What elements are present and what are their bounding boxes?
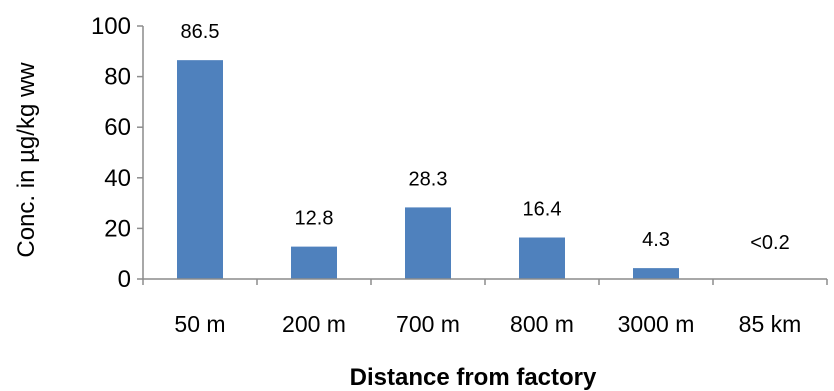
x-category-label: 200 m	[282, 311, 346, 337]
data-label: 12.8	[295, 208, 334, 230]
data-label: 16.4	[523, 199, 562, 221]
data-labels-group: 86.5 12.8 28.3 16.4 4.3 <0.2	[181, 21, 790, 254]
y-axis-ticks: 0 20 40 60 80 100	[91, 13, 143, 293]
y-tick-label: 20	[104, 215, 131, 242]
x-category-label: 800 m	[510, 311, 574, 337]
bar	[633, 268, 679, 279]
data-label: 4.3	[642, 229, 670, 251]
bars-group	[177, 60, 679, 279]
y-axis-title: Conc. in µg/kg ww	[13, 62, 40, 258]
bar	[177, 60, 223, 279]
y-tick-label: 0	[118, 266, 131, 293]
x-category-label: 50 m	[174, 311, 225, 337]
bar	[519, 237, 565, 279]
data-label: 28.3	[409, 168, 448, 190]
data-label: 86.5	[181, 21, 220, 43]
x-axis-ticks: 50 m 200 m 700 m 800 m 3000 m 85 km	[142, 279, 828, 337]
bar	[291, 246, 337, 279]
x-category-label: 85 km	[739, 311, 802, 337]
data-label: <0.2	[750, 232, 789, 254]
x-category-label: 700 m	[396, 311, 460, 337]
x-category-label: 3000 m	[618, 311, 695, 337]
x-axis-title: Distance from factory	[350, 364, 597, 391]
y-tick-label: 40	[104, 165, 131, 192]
y-tick-label: 100	[91, 13, 131, 40]
bar	[405, 207, 451, 279]
y-tick-label: 60	[104, 114, 131, 141]
y-tick-label: 80	[104, 64, 131, 91]
